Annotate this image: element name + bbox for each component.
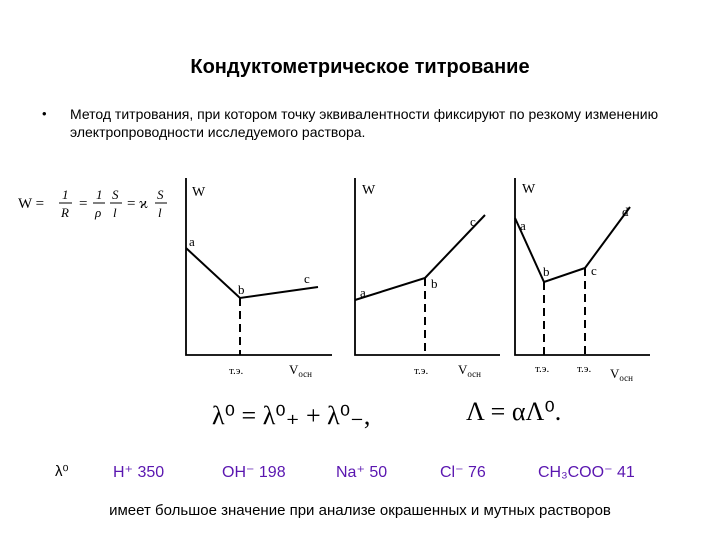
graph2-y-axis-label: W	[362, 183, 376, 198]
ion-h-plus: H⁺ 350	[113, 464, 165, 481]
formula-frac2-num: 1	[96, 187, 103, 202]
graph1-x-axis-label: Vосн	[289, 362, 312, 379]
graph3-point-d: d	[622, 204, 629, 219]
graph3-point-a: a	[520, 218, 526, 233]
graph2-point-a: a	[360, 285, 366, 300]
formula-frac2-den: ρ	[94, 205, 101, 220]
formula-eq1: =	[79, 196, 87, 212]
titration-curve-weak-acid	[354, 178, 500, 356]
graph3-eq-point2-label: т.э.	[577, 363, 591, 375]
formula-frac3-den: l	[113, 205, 117, 220]
definition-text: Метод титрования, при котором точку экви…	[70, 106, 659, 140]
formula-eq2: = ϰ	[127, 196, 148, 212]
graph1-y-axis-label: W	[192, 185, 206, 200]
graph3-point-c: c	[591, 263, 597, 278]
graph2-point-b: b	[431, 276, 438, 291]
graph1-point-b: b	[238, 282, 245, 297]
graph3-point-b: b	[543, 264, 550, 279]
ion-cl-minus: Cl⁻ 76	[440, 464, 486, 481]
ion-na-plus: Na⁺ 50	[336, 464, 388, 481]
degree-dissociation-equation: Λ = αΛ⁰.	[466, 397, 561, 426]
formula-lhs: W =	[18, 196, 44, 212]
formula-frac3-num: S	[112, 187, 119, 202]
graph1-point-c: c	[304, 271, 310, 286]
titration-curve-mixture	[514, 178, 650, 356]
bullet-marker: •	[42, 106, 47, 121]
ion-conductivity-row: λ⁰ H⁺ 350 OH⁻ 198 Na⁺ 50 Cl⁻ 76 CH₃COO⁻ …	[0, 462, 720, 486]
formula-frac4-den: l	[158, 205, 162, 220]
graph3-eq-point1-label: т.э.	[535, 363, 549, 375]
lambda0-label: λ⁰	[55, 463, 69, 480]
formula-frac1-den: R	[60, 205, 69, 220]
page-title: Кондуктометрическое титрование	[190, 56, 530, 78]
formula-frac4-num: S	[157, 187, 164, 202]
graph2-x-axis-label: Vосн	[458, 362, 481, 379]
graph3-y-axis-label: W	[522, 182, 536, 197]
conductance-formula: W = 1 R = 1 ρ S l = ϰ S l	[18, 187, 167, 220]
graph1-point-a: a	[189, 234, 195, 249]
titration-curve-strong-acid	[185, 178, 332, 356]
ion-acetate: CH₃COO⁻ 41	[538, 464, 635, 481]
ion-oh-minus: OH⁻ 198	[222, 464, 286, 481]
kohlrausch-equation: λ⁰ = λ⁰₊ + λ⁰₋,	[212, 401, 370, 430]
graph2-eq-point-label: т.э.	[414, 365, 428, 377]
footer-note: имеет большое значение при анализе окраш…	[109, 502, 611, 519]
graph2-point-c: c	[470, 214, 476, 229]
graph3-x-axis-label: Vосн	[610, 366, 633, 383]
formula-frac1-num: 1	[62, 187, 69, 202]
graph1-eq-point-label: т.э.	[229, 365, 243, 377]
